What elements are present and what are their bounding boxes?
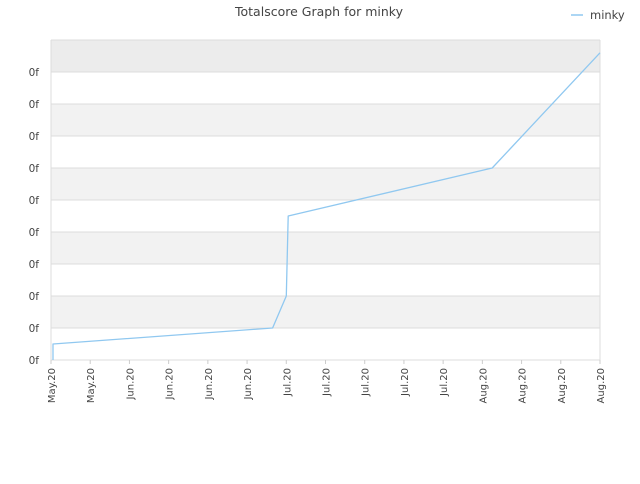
y-tick-label: 0f bbox=[29, 131, 40, 143]
y-tick-label: 0f bbox=[29, 163, 40, 175]
series-line-minky bbox=[52, 52, 601, 360]
plot-band bbox=[51, 104, 600, 136]
y-tick-label: 0f bbox=[29, 291, 40, 303]
plot-band bbox=[51, 232, 600, 264]
x-tick-label: Jul.20 bbox=[322, 368, 333, 397]
plot-band bbox=[51, 168, 600, 200]
plot-band bbox=[51, 296, 600, 328]
y-tick-label: 0f bbox=[29, 67, 40, 79]
series-layer bbox=[52, 52, 601, 360]
gridlines bbox=[50, 39, 601, 361]
plot-band bbox=[51, 136, 600, 168]
plot-band bbox=[51, 328, 600, 360]
y-tick-label: 0f bbox=[29, 99, 40, 111]
plot-band bbox=[51, 72, 600, 104]
y-tick-label: 0f bbox=[29, 195, 40, 207]
x-tick-label: Jun.20 bbox=[165, 368, 176, 401]
x-tick-label: Jul.20 bbox=[282, 368, 293, 397]
y-tick-label: 0f bbox=[29, 227, 40, 239]
x-axis: May.20 May.20 Jun.20 Jun.20 Jun.20 Jun.20 Jul.… bbox=[47, 360, 607, 403]
x-tick-label: Jul.20 bbox=[439, 368, 450, 397]
x-tick-label: May.20 bbox=[47, 368, 58, 403]
x-tick-label: May.20 bbox=[86, 368, 97, 403]
x-tick-label: Aug.20 bbox=[557, 368, 568, 403]
plot-band bbox=[51, 264, 600, 296]
x-tick-label: Jun.20 bbox=[243, 368, 254, 401]
x-tick-label: Jun.20 bbox=[125, 368, 136, 401]
x-tick-label: Aug.20 bbox=[518, 368, 529, 403]
x-tick-label: Jul.20 bbox=[361, 368, 372, 397]
x-tick-label: Jul.20 bbox=[400, 368, 411, 397]
x-tick-label: Jun.20 bbox=[204, 368, 215, 401]
y-axis: 0f 0f 0f 0f 0f 0f 0f 0f 0f 0f bbox=[29, 67, 40, 367]
y-tick-label: 0f bbox=[29, 323, 40, 335]
x-tick-label: Aug.20 bbox=[478, 368, 489, 403]
plot-band bbox=[51, 200, 600, 232]
legend: minky bbox=[571, 8, 625, 22]
plot-band bbox=[51, 40, 600, 72]
chart-title: Totalscore Graph for minky bbox=[234, 4, 404, 19]
plot-background bbox=[51, 40, 600, 360]
y-tick-label: 0f bbox=[29, 355, 40, 367]
y-tick-label: 0f bbox=[29, 259, 40, 271]
x-tick-label: Aug.20 bbox=[596, 368, 607, 403]
legend-label: minky bbox=[590, 8, 625, 22]
